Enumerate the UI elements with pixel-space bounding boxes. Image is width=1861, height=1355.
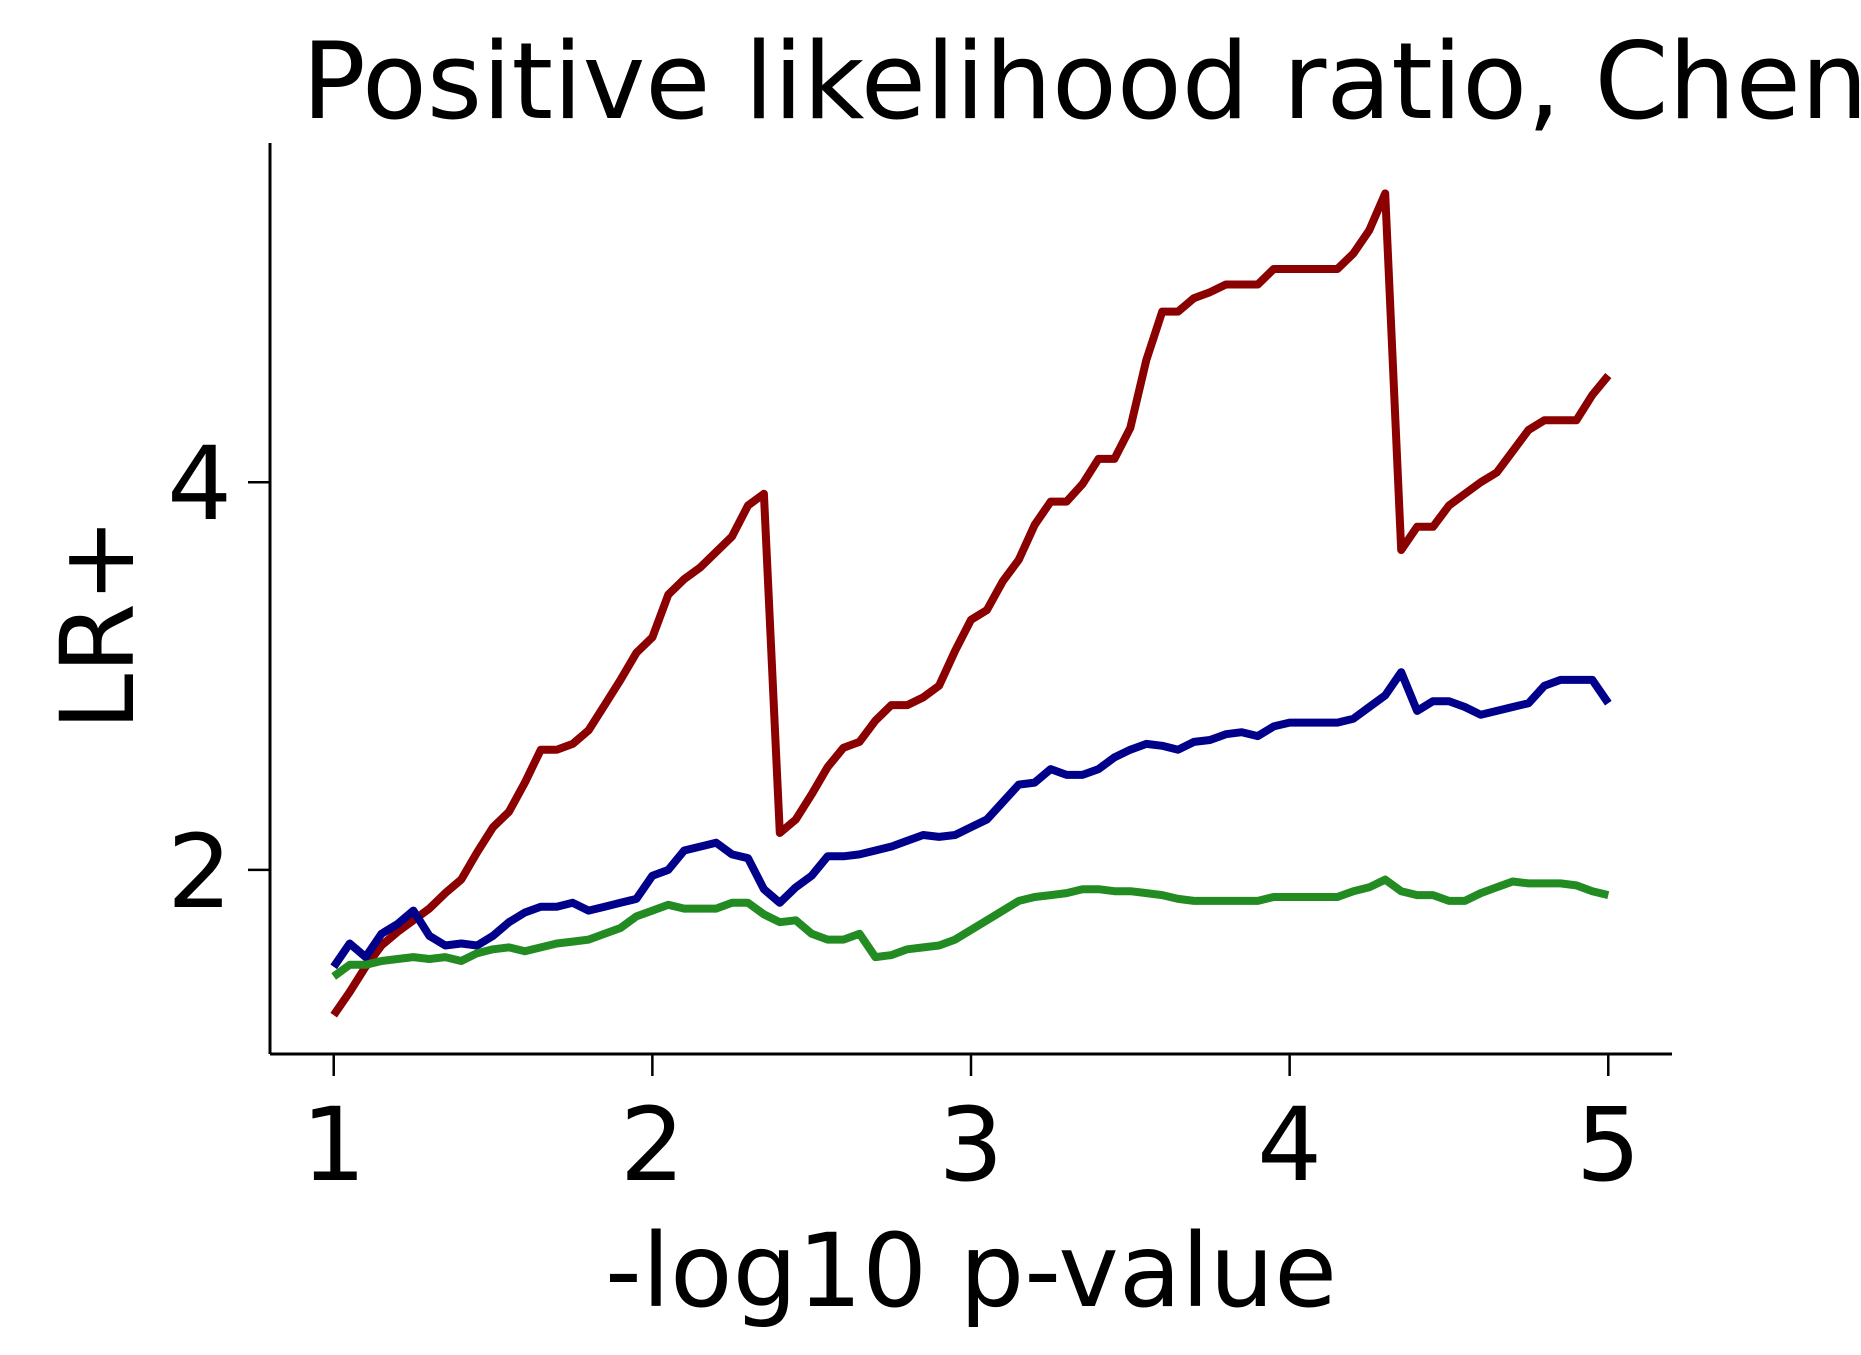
series-layer: [330, 189, 1612, 1018]
x-ticks: 1 2 3 4 5: [301, 1054, 1641, 1205]
series-line-2: [330, 668, 1612, 970]
y-axis-label: LR+: [39, 517, 158, 730]
chart-title: Positive likelihood ratio, Chen: [302, 20, 1861, 143]
x-tick-label: 3: [939, 1086, 1004, 1205]
y-tick-label: 4: [167, 425, 232, 544]
x-tick-label: 1: [301, 1086, 366, 1205]
x-tick-label: 5: [1576, 1086, 1641, 1205]
y-tick-label: 2: [167, 813, 232, 932]
series-line-1: [330, 189, 1612, 1018]
y-ticks: 24: [167, 425, 270, 932]
x-axis-label: -log10 p-value: [605, 1212, 1337, 1331]
x-tick-label: 4: [1257, 1086, 1322, 1205]
series-line-3: [331, 875, 1610, 980]
x-tick-label: 2: [620, 1086, 685, 1205]
